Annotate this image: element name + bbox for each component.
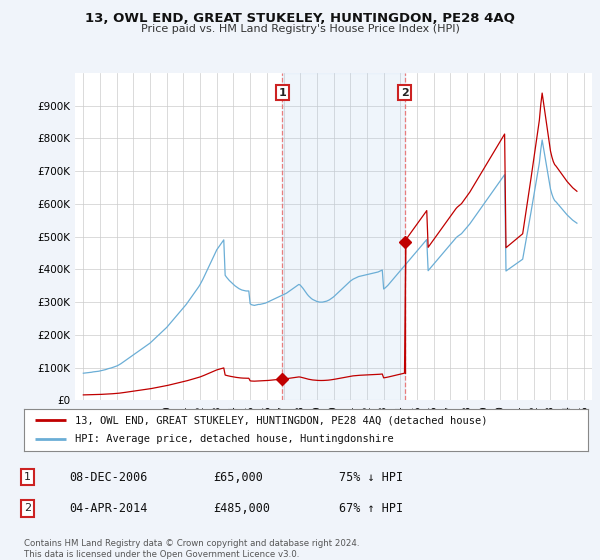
Text: £485,000: £485,000 [213, 502, 270, 515]
Text: 08-DEC-2006: 08-DEC-2006 [69, 470, 148, 484]
Text: 1: 1 [278, 87, 286, 97]
Text: 67% ↑ HPI: 67% ↑ HPI [339, 502, 403, 515]
Text: 2: 2 [24, 503, 31, 514]
Text: HPI: Average price, detached house, Huntingdonshire: HPI: Average price, detached house, Hunt… [75, 435, 394, 445]
Bar [282, 73, 404, 400]
Text: 04-APR-2014: 04-APR-2014 [69, 502, 148, 515]
Text: 1: 1 [24, 472, 31, 482]
Text: 13, OWL END, GREAT STUKELEY, HUNTINGDON, PE28 4AQ (detached house): 13, OWL END, GREAT STUKELEY, HUNTINGDON,… [75, 415, 487, 425]
Text: £65,000: £65,000 [213, 470, 263, 484]
Text: 75% ↓ HPI: 75% ↓ HPI [339, 470, 403, 484]
Text: Price paid vs. HM Land Registry's House Price Index (HPI): Price paid vs. HM Land Registry's House … [140, 24, 460, 34]
Text: 2: 2 [401, 87, 409, 97]
Text: 13, OWL END, GREAT STUKELEY, HUNTINGDON, PE28 4AQ: 13, OWL END, GREAT STUKELEY, HUNTINGDON,… [85, 12, 515, 25]
Text: Contains HM Land Registry data © Crown copyright and database right 2024.
This d: Contains HM Land Registry data © Crown c… [24, 539, 359, 559]
